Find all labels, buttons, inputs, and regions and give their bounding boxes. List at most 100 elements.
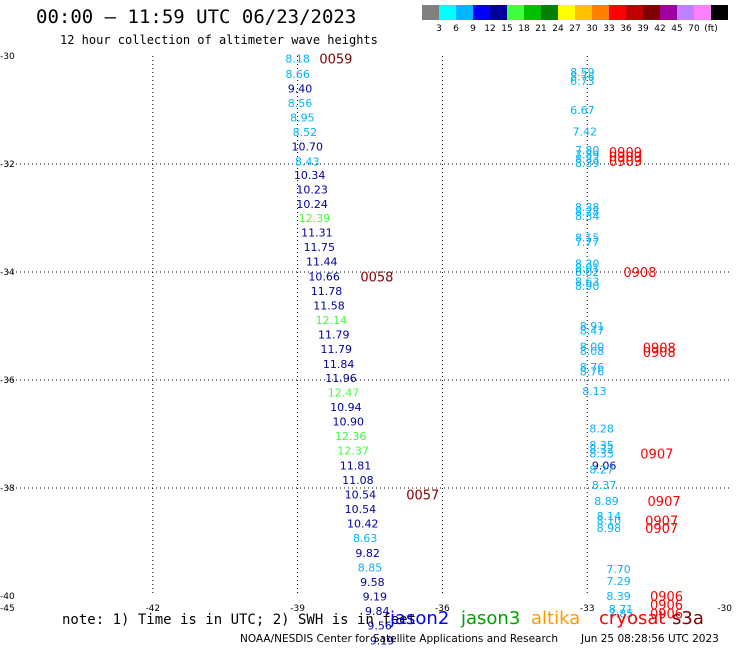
- swh-value: 11.78: [311, 285, 343, 298]
- track-time-label: 0906: [650, 590, 683, 605]
- track-time-label: 0906: [650, 607, 683, 622]
- swh-value: 8.32: [589, 443, 614, 456]
- colorbar-swatch: [422, 5, 439, 20]
- swh-value: 8.13: [582, 385, 607, 398]
- swh-value: 8.63: [575, 276, 600, 289]
- swh-value: 11.08: [342, 474, 374, 487]
- colorbar-label: 33: [603, 24, 614, 34]
- generated-timestamp: Jun 25 08:28:56 UTC 2023: [581, 633, 719, 645]
- colorbar-swatch: [626, 5, 643, 20]
- sat-s3a: s3a: [672, 608, 704, 629]
- swh-value: 8.47: [580, 324, 605, 337]
- swh-value: 12.37: [337, 445, 369, 458]
- swh-value: 9.19: [363, 591, 388, 604]
- swh-value: 12.47: [328, 386, 360, 399]
- footer-note: note: 1) Time is in UTC; 2) SWH is in fe…: [62, 612, 417, 628]
- colorbar-label: 30: [586, 24, 598, 34]
- swh-value: 8.95: [290, 112, 315, 125]
- track-labels: 0059005800570909090909090908090809080907…: [319, 53, 683, 623]
- grid-lines: [8, 56, 732, 596]
- swh-value: 8.15: [575, 231, 600, 244]
- swh-value: 10.94: [330, 401, 362, 414]
- colorbar-swatch: [541, 5, 558, 20]
- colorbar-swatch: [609, 5, 626, 20]
- colorbar-swatch: [439, 5, 456, 20]
- swh-value: 8.37: [592, 479, 617, 492]
- track-time-label: 0909: [609, 155, 642, 170]
- track-time-label: 0907: [640, 447, 673, 462]
- colorbar-swatch: [677, 5, 694, 20]
- swh-value: 9.82: [355, 547, 380, 560]
- colorbar-swatch: [456, 5, 473, 20]
- colorbar-label: 15: [501, 24, 512, 34]
- swh-value: 11.79: [320, 343, 352, 356]
- swh-value: 8.39: [575, 157, 600, 170]
- swh-value: 8.66: [285, 68, 310, 81]
- y-tick-label: -30: [0, 52, 15, 62]
- swh-value: 8.63: [353, 532, 378, 545]
- swh-value: 10.54: [345, 488, 377, 501]
- track-time-label: 0907: [645, 522, 678, 537]
- colorbar-swatch: [473, 5, 490, 20]
- track-time-label: 0906: [650, 599, 683, 614]
- swh-value: 8.33: [575, 153, 600, 166]
- swh-value: 8.33: [589, 447, 614, 460]
- swh-value: 11.44: [306, 256, 338, 269]
- track-time-label: 0907: [645, 514, 678, 529]
- colorbar-label: 21: [535, 24, 546, 34]
- page-title: 00:00 – 11:59 UTC 06/23/2023: [36, 6, 357, 28]
- swh-value: 7.77: [575, 236, 600, 249]
- swh-value: 8.59: [570, 66, 595, 79]
- swh-value: 8.90: [575, 280, 600, 293]
- colorbar-swatch: [575, 5, 592, 20]
- swh-value: 8.38: [575, 201, 600, 214]
- colorbar-swatch: [694, 5, 711, 20]
- colorbar-swatch: [643, 5, 660, 20]
- swh-value: 6.67: [570, 104, 595, 117]
- colorbar-label: 45: [671, 24, 682, 34]
- swh-value: 11.58: [313, 299, 345, 312]
- swh-value: 10.54: [345, 503, 377, 516]
- swh-value: 9.40: [288, 82, 313, 95]
- colorbar-label: (ft): [704, 24, 718, 34]
- swh-value: 7.80: [575, 144, 600, 157]
- track-time-label: 0908: [643, 342, 676, 357]
- swh-value: 11.75: [304, 241, 336, 254]
- swh-value: 8.71: [609, 603, 634, 616]
- swh-value: 8.22: [372, 649, 397, 650]
- swh-value: 9.19: [370, 634, 395, 647]
- track-time-label: 0058: [360, 270, 393, 285]
- swh-value: 8.91: [580, 320, 605, 333]
- swh-value: 7.89: [575, 148, 600, 161]
- swh-value: 8.43: [295, 155, 320, 168]
- swh-value: 8.34: [575, 210, 600, 223]
- x-tick-label: -30: [717, 604, 732, 614]
- swh-value: 9.56: [367, 620, 392, 633]
- colorbar-label: 9: [470, 24, 476, 34]
- swh-value: 8.76: [580, 361, 605, 374]
- data-points: 8.188.669.408.568.958.5210.708.4310.3410…: [285, 53, 633, 650]
- swh-value: 8.27: [589, 464, 614, 477]
- swh-value: 11.96: [325, 372, 357, 385]
- swh-value: 12.39: [299, 212, 331, 225]
- swh-value: 11.81: [340, 459, 372, 472]
- colorbar-label: 36: [620, 24, 632, 34]
- colorbar-label: 3: [436, 24, 442, 34]
- swh-value: 9.06: [592, 459, 617, 472]
- swh-value: 8.85: [358, 561, 383, 574]
- track-time-label: 0059: [319, 53, 352, 68]
- y-tick-label: -34: [0, 268, 15, 278]
- track-time-label: 0908: [643, 346, 676, 361]
- colorbar-label: 12: [484, 24, 495, 34]
- swh-value: 8.28: [589, 423, 614, 436]
- y-tick-label: -38: [0, 484, 15, 494]
- swh-value: 8.30: [575, 257, 600, 270]
- colorbar-label: 70: [688, 24, 700, 34]
- swh-value: 8.18: [285, 53, 310, 66]
- swh-value: 8.76: [580, 365, 605, 378]
- track-time-label: 0909: [609, 150, 642, 165]
- swh-value: 11.79: [318, 329, 350, 342]
- swh-value: 7.70: [606, 563, 631, 576]
- swh-value: 7.29: [606, 575, 631, 588]
- colorbar-label: 39: [637, 24, 649, 34]
